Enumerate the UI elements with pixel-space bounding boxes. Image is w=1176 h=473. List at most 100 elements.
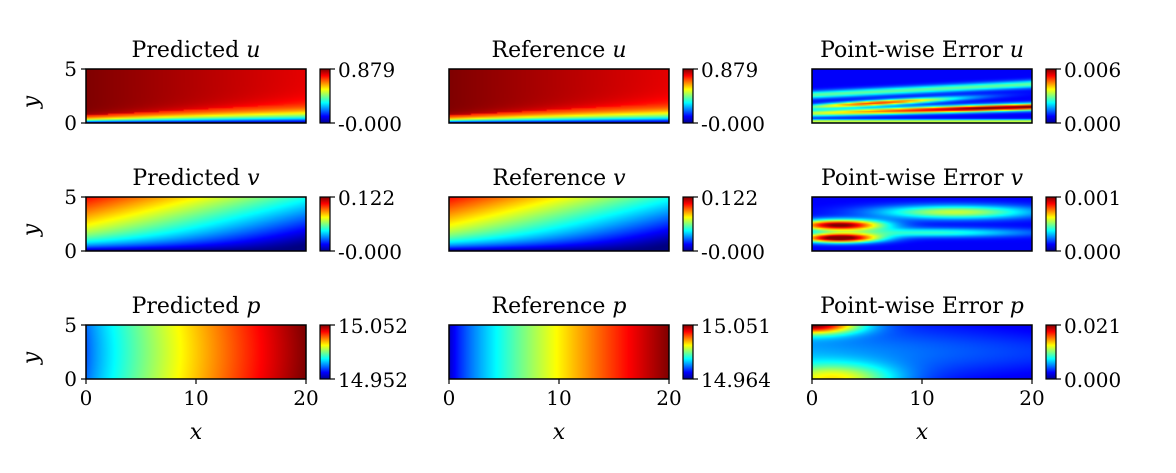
panel-title: Reference v [492,166,626,191]
colorbar-min-label: -0.000 [338,112,402,136]
axes-frame [811,68,1033,124]
colorbar [1045,324,1057,380]
panel-title-var: p [246,294,260,319]
colorbar [319,68,331,124]
colorbar [682,196,694,252]
panel-title: Point-wise Error v [821,166,1024,191]
panel-title: Predicted v [132,166,260,191]
panel-u-1: Reference u 0.879 -0.000 [448,38,765,136]
colorbar-min-label: 0.000 [1064,240,1121,264]
colorbar-min-label: 14.952 [338,368,408,392]
x-tick-label: 10 [909,386,934,410]
panel-p-1: Reference p 0 10 20 x 15.051 14.964 [443,294,771,445]
colorbar [682,324,694,380]
panel-title-var: v [247,166,260,191]
y-axis-label: y [19,351,44,365]
y-tick-label: 0 [64,111,77,135]
x-tick-label: 10 [183,386,208,410]
axes-frame [85,68,307,124]
heatmap-image [449,69,669,123]
panel-v-1: Reference v 0.122 -0.000 [448,166,765,264]
colorbar-min-label: -0.000 [701,240,765,264]
x-axis-label: x [553,420,566,445]
panel-title-label: Predicted [132,166,247,191]
axes-frame [448,196,670,252]
colorbar-max-label: 15.052 [338,314,408,338]
x-tick-label: 0 [80,386,93,410]
colorbar [1045,68,1057,124]
panel-title-label: Point-wise Error [820,38,1010,63]
panel-p-0: Predicted p 0 5 y 0 10 20 x 15.052 14.952 [19,294,408,445]
colorbar-max-label: 15.051 [701,314,771,338]
panel-p-2: Point-wise Error p 0 10 20 x 0.021 0.000 [806,294,1122,445]
panel-title-label: Point-wise Error [821,166,1011,191]
x-tick-label: 0 [806,386,819,410]
axes-frame [811,196,1033,252]
heatmap-image [812,325,1032,379]
heatmap-image [86,197,306,251]
x-tick-label: 0 [443,386,456,410]
heatmap-image [812,69,1032,123]
colorbar [319,324,331,380]
x-axis-label: x [190,420,203,445]
panel-title-label: Point-wise Error [820,294,1010,319]
heatmap-image [86,325,306,379]
y-axis-label: y [19,95,44,109]
heatmap-image [86,69,306,123]
heatmap-image [449,325,669,379]
panel-title-var: u [612,38,626,63]
y-tick-label: 5 [64,57,77,81]
panel-title-var: u [246,38,260,63]
colorbar-max-label: 0.006 [1064,58,1121,82]
colorbar-min-label: 14.964 [701,368,771,392]
x-tick-label: 20 [293,386,318,410]
axes-frame [448,68,670,124]
colorbar-max-label: 0.879 [701,58,758,82]
panel-v-2: Point-wise Error v 0.001 0.000 [811,166,1121,264]
y-tick-label: 0 [64,239,77,263]
colorbar-min-label: 0.000 [1064,112,1121,136]
panel-u-2: Point-wise Error u 0.006 0.000 [811,38,1121,136]
x-axis-label: x [916,420,929,445]
colorbar [319,196,331,252]
y-tick-label: 5 [64,313,77,337]
panel-u-0: Predicted u 0 5 y 0.879 -0.000 [19,38,402,136]
panel-title-label: Predicted [132,294,247,319]
panel-v-0: Predicted v 0 5 y 0.122 -0.000 [19,166,402,264]
panel-title-var: v [613,166,626,191]
colorbar-min-label: -0.000 [701,112,765,136]
colorbar-max-label: 0.879 [338,58,395,82]
panel-title: Predicted u [132,38,261,63]
y-tick-label: 0 [64,367,77,391]
colorbar-max-label: 0.001 [1064,186,1121,210]
panel-title-var: u [1010,38,1024,63]
panel-title-label: Reference [492,294,613,319]
x-tick-label: 10 [546,386,571,410]
y-tick-label: 5 [64,185,77,209]
colorbar-min-label: -0.000 [338,240,402,264]
panel-title: Point-wise Error u [820,38,1024,63]
panel-title-label: Reference [492,38,613,63]
panel-title: Reference u [492,38,627,63]
colorbar [682,68,694,124]
panel-title-var: p [612,294,626,319]
panel-title-label: Predicted [132,38,247,63]
panel-title-label: Reference [492,166,613,191]
colorbar [1045,196,1057,252]
panel-title: Predicted p [132,294,261,319]
panel-title: Point-wise Error p [820,294,1024,319]
colorbar-min-label: 0.000 [1064,368,1121,392]
x-tick-label: 20 [656,386,681,410]
axes-frame [85,196,307,252]
x-tick-label: 20 [1019,386,1044,410]
colorbar-max-label: 0.021 [1064,314,1121,338]
heatmap-image [449,197,669,251]
heatmap-image [812,197,1032,251]
panel-title: Reference p [492,294,627,319]
colorbar-max-label: 0.122 [338,186,395,210]
y-axis-label: y [19,223,44,237]
panel-title-var: v [1011,166,1024,191]
panel-title-var: p [1010,294,1024,319]
colorbar-max-label: 0.122 [701,186,758,210]
